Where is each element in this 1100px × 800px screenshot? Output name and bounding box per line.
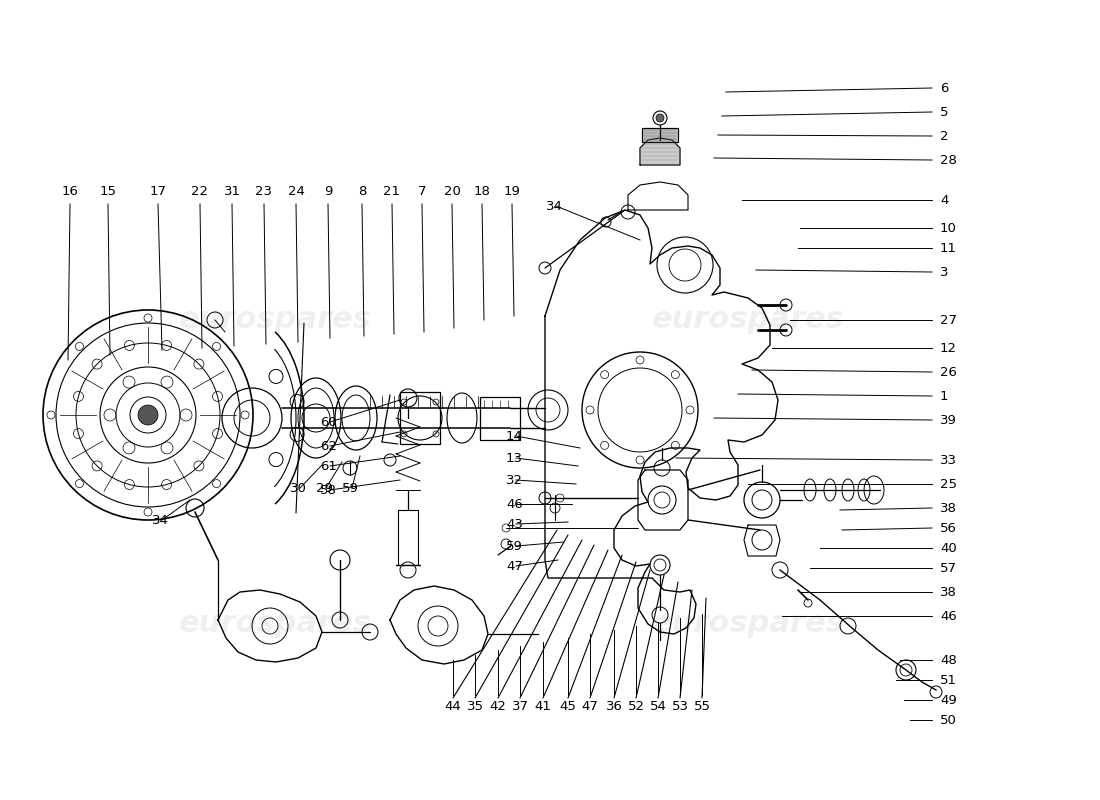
Text: 50: 50 [940,714,957,726]
Text: 2: 2 [940,130,948,142]
Text: 11: 11 [940,242,957,254]
Text: 52: 52 [627,700,645,713]
Text: eurospares: eurospares [651,610,845,638]
Text: 24: 24 [287,185,305,198]
Text: 45: 45 [560,700,576,713]
Text: 34: 34 [152,514,169,526]
Text: 21: 21 [384,185,400,198]
Text: 29: 29 [316,482,333,494]
Text: 26: 26 [940,366,957,378]
Text: 30: 30 [290,482,307,494]
Text: 22: 22 [191,185,209,198]
Text: 57: 57 [940,562,957,574]
Text: 6: 6 [940,82,948,94]
Text: 35: 35 [466,700,484,713]
Text: 46: 46 [506,498,522,510]
Text: eurospares: eurospares [178,306,372,334]
Text: 12: 12 [940,342,957,354]
Text: 59: 59 [506,539,522,553]
Text: 51: 51 [940,674,957,686]
Circle shape [138,405,158,425]
Text: 55: 55 [693,700,711,713]
Text: 39: 39 [940,414,957,426]
Text: 15: 15 [99,185,117,198]
Text: 18: 18 [474,185,491,198]
Text: 5: 5 [940,106,948,118]
Text: 49: 49 [940,694,957,706]
Text: 40: 40 [940,542,957,554]
Text: 25: 25 [940,478,957,490]
Text: 37: 37 [512,700,528,713]
Text: 19: 19 [504,185,520,198]
Text: 4: 4 [940,194,948,206]
Polygon shape [642,128,678,142]
Text: 53: 53 [671,700,689,713]
Text: 47: 47 [582,700,598,713]
Text: 7: 7 [418,185,427,198]
Text: eurospares: eurospares [651,306,845,334]
Text: 43: 43 [506,518,522,530]
Text: 48: 48 [940,654,957,666]
Text: 36: 36 [606,700,623,713]
Text: 9: 9 [323,185,332,198]
Text: 8: 8 [358,185,366,198]
Text: 1: 1 [940,390,948,402]
Text: eurospares: eurospares [178,610,372,638]
Text: 20: 20 [443,185,461,198]
Text: 62: 62 [320,439,337,453]
Text: 3: 3 [940,266,948,278]
Text: 47: 47 [506,559,522,573]
Text: 31: 31 [223,185,241,198]
Text: 32: 32 [506,474,522,486]
Text: 44: 44 [444,700,461,713]
Text: 41: 41 [535,700,551,713]
Text: 33: 33 [940,454,957,466]
Text: 59: 59 [342,482,359,494]
Text: 28: 28 [940,154,957,166]
Text: 16: 16 [62,185,78,198]
Polygon shape [640,138,680,165]
Text: 14: 14 [506,430,522,442]
Text: 27: 27 [940,314,957,326]
Text: 61: 61 [320,459,337,473]
Text: 17: 17 [150,185,166,198]
Text: 42: 42 [490,700,506,713]
Text: 13: 13 [506,451,522,465]
Text: 56: 56 [940,522,957,534]
Text: 10: 10 [940,222,957,234]
Text: 23: 23 [255,185,273,198]
Text: 38: 38 [940,586,957,598]
Text: 60: 60 [320,415,337,429]
Text: 54: 54 [650,700,667,713]
Text: 58: 58 [320,483,337,497]
Circle shape [656,114,664,122]
Text: 38: 38 [940,502,957,514]
Text: 46: 46 [940,610,957,622]
Text: 34: 34 [546,199,563,213]
